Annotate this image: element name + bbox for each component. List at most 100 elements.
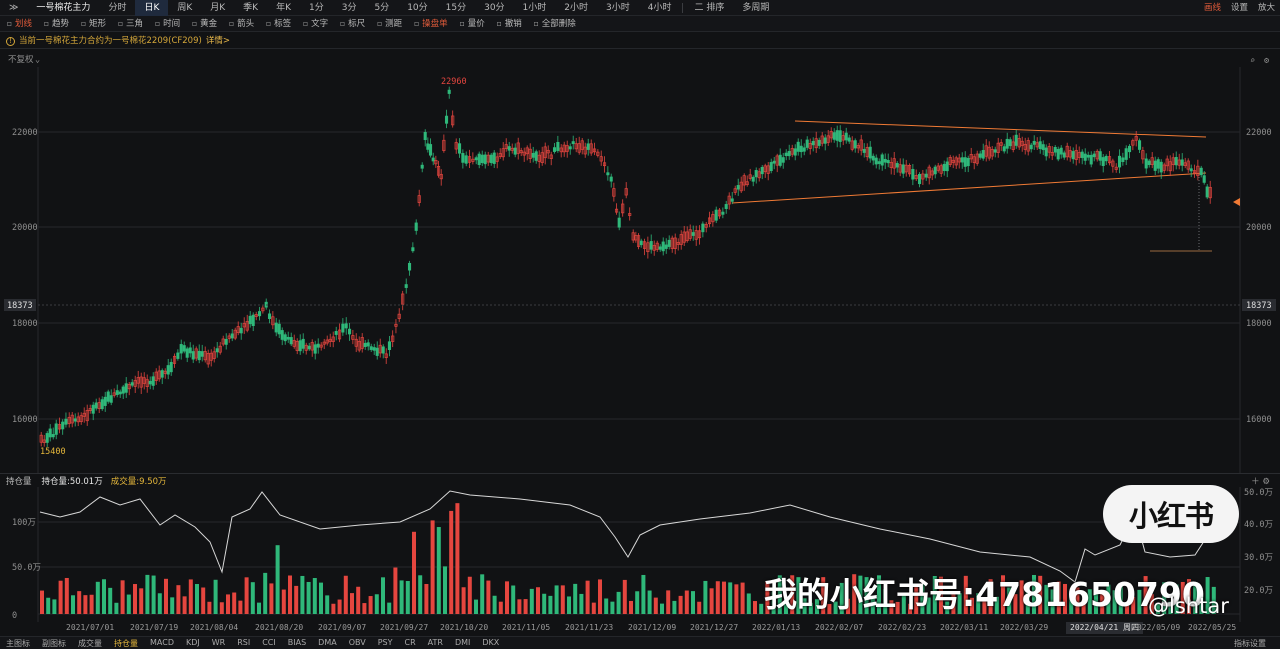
add-indicator-icon[interactable]: ＋ ⚙ <box>1251 476 1270 487</box>
draw-tool-11[interactable]: ▫ 操盘单 <box>407 16 453 32</box>
tab-13[interactable]: 2小时 <box>564 2 589 13</box>
indicator-4[interactable]: MACD <box>150 637 174 647</box>
draw-tool-5[interactable]: ▫ 黄金 <box>185 16 222 32</box>
top-action-1[interactable]: 设置 <box>1230 2 1248 13</box>
candle-body <box>82 412 86 417</box>
indicator-5[interactable]: KDJ <box>185 637 200 647</box>
candle-body <box>519 150 523 154</box>
settings-icon[interactable]: ⚙ <box>1264 56 1269 66</box>
candle-body <box>97 402 101 410</box>
indicator-12[interactable]: PSY <box>377 637 393 647</box>
candle-body <box>407 262 412 271</box>
volume-bar <box>275 545 280 614</box>
candle-body <box>975 153 979 164</box>
multi-period-button[interactable]: 多周期 <box>742 2 770 13</box>
tab-0[interactable]: 分时 <box>108 2 127 13</box>
volume-bar <box>908 603 912 614</box>
volume-bar <box>678 595 683 614</box>
draw-tool-10[interactable]: ▫ 测距 <box>370 16 407 32</box>
draw-tool-0[interactable]: ▫ 划线 <box>0 16 37 32</box>
top-action-2[interactable]: 放大 <box>1257 2 1275 13</box>
tab-14[interactable]: 3小时 <box>606 2 630 13</box>
candle-body <box>1083 153 1087 161</box>
draw-tool-14[interactable]: ▫ 全部删除 <box>527 16 581 32</box>
lower-trend-line[interactable] <box>731 172 1207 204</box>
top-right-actions: 画线 设置 放大 <box>1199 0 1280 16</box>
sort-button[interactable]: 二 排序 <box>694 2 725 13</box>
draw-tool-6[interactable]: ▫ 箭头 <box>222 16 259 32</box>
draw-tool-9[interactable]: ▫ 标尺 <box>333 16 370 32</box>
tab-1[interactable]: 日K <box>135 0 169 16</box>
draw-tool-1[interactable]: ▫ 趋势 <box>37 16 74 32</box>
draw-tool-2[interactable]: ▫ 矩形 <box>74 16 111 32</box>
adjust-mode-label[interactable]: 不复权 <box>8 54 34 65</box>
tab-8[interactable]: 5分 <box>374 2 390 13</box>
indicator-15[interactable]: DMI <box>454 637 471 647</box>
candlestick-chart[interactable]: 不复权 ⌄ ⌕ ⚙ 22000 22000 20000 20000 18000 18000… <box>0 49 1280 473</box>
candle-body <box>673 237 677 250</box>
tab-11[interactable]: 30分 <box>484 2 505 13</box>
draw-tool-8[interactable]: ▫ 文字 <box>296 16 333 32</box>
tab-6[interactable]: 1分 <box>308 2 324 13</box>
indicator-11[interactable]: OBV <box>348 637 366 647</box>
draw-tool-4[interactable]: ▫ 时间 <box>148 16 185 32</box>
indicator-16[interactable]: DKX <box>482 637 500 647</box>
candle-body <box>911 168 915 180</box>
volume-axis-label: 0 <box>12 611 17 621</box>
volume-bar <box>598 579 602 614</box>
indicator-13[interactable]: CR <box>404 637 416 647</box>
candle-body <box>439 173 443 180</box>
tab-5[interactable]: 年K <box>276 2 291 13</box>
volume-bar <box>1001 575 1005 614</box>
volume-bar <box>883 589 888 614</box>
candle-body <box>160 370 164 378</box>
draw-tool-12[interactable]: ▫ 量价 <box>453 16 490 32</box>
indicator-2[interactable]: 成交量 <box>78 638 102 648</box>
volume-bar <box>269 583 274 614</box>
candle-body <box>127 384 131 390</box>
expand-icon[interactable]: ≫ <box>9 2 19 13</box>
indicator-3[interactable]: 持仓量 <box>114 638 138 648</box>
volume-bar <box>920 583 925 614</box>
tool-icon: ▫ <box>302 18 309 28</box>
tab-2[interactable]: 周K <box>177 2 193 13</box>
volume-bar <box>759 603 764 614</box>
volume-bar <box>300 575 305 614</box>
candle-body <box>1002 146 1006 152</box>
indicator-10[interactable]: DMA <box>318 637 337 647</box>
indicator-7[interactable]: RSI <box>237 637 251 647</box>
indicator-9[interactable]: BIAS <box>287 637 307 647</box>
tab-7[interactable]: 3分 <box>341 2 357 13</box>
indicator-1[interactable]: 副图标 <box>42 638 66 648</box>
zoom-icon[interactable]: ⌕ <box>1250 56 1255 66</box>
top-action-0[interactable]: 画线 <box>1203 2 1221 13</box>
candle-body <box>387 341 392 351</box>
draw-tool-3[interactable]: ▫ 三角 <box>111 16 148 32</box>
tab-3[interactable]: 月K <box>210 2 226 13</box>
symbol-name[interactable]: 一号棉花主力 <box>36 2 91 13</box>
draw-tool-7[interactable]: ▫ 标签 <box>259 16 296 32</box>
indicator-8[interactable]: CCI <box>262 637 276 647</box>
candle-body <box>369 346 373 350</box>
tab-15[interactable]: 4小时 <box>647 2 672 13</box>
tab-10[interactable]: 15分 <box>445 2 467 13</box>
sub-indicator-label[interactable]: 持仓量 <box>6 476 32 487</box>
volume-bar <box>467 576 472 614</box>
draw-tool-13[interactable]: ▫ 撤销 <box>490 16 527 32</box>
chevron-down-icon[interactable]: ⌄ <box>35 55 40 65</box>
indicator-0[interactable]: 主图标 <box>6 638 30 648</box>
details-link[interactable]: 详情> <box>205 36 230 46</box>
trend-lines[interactable] <box>731 120 1212 252</box>
tab-9[interactable]: 10分 <box>407 2 428 13</box>
indicator-6[interactable]: WR <box>211 637 226 647</box>
upper-trend-line[interactable] <box>794 120 1207 138</box>
indicator-14[interactable]: ATR <box>427 637 443 647</box>
candle-body <box>808 142 812 149</box>
indicator-settings-button[interactable]: 指标设置 <box>1234 638 1266 648</box>
volume-open-interest-chart[interactable]: 100万 50.0万 0 50.0万 40.0万 30.0万 20.0万 <box>0 487 1280 622</box>
candle-body <box>1089 154 1093 165</box>
volume-bar <box>573 583 578 614</box>
tab-4[interactable]: 季K <box>243 2 259 13</box>
tab-12[interactable]: 1小时 <box>522 2 547 13</box>
candle-body <box>1068 150 1072 158</box>
